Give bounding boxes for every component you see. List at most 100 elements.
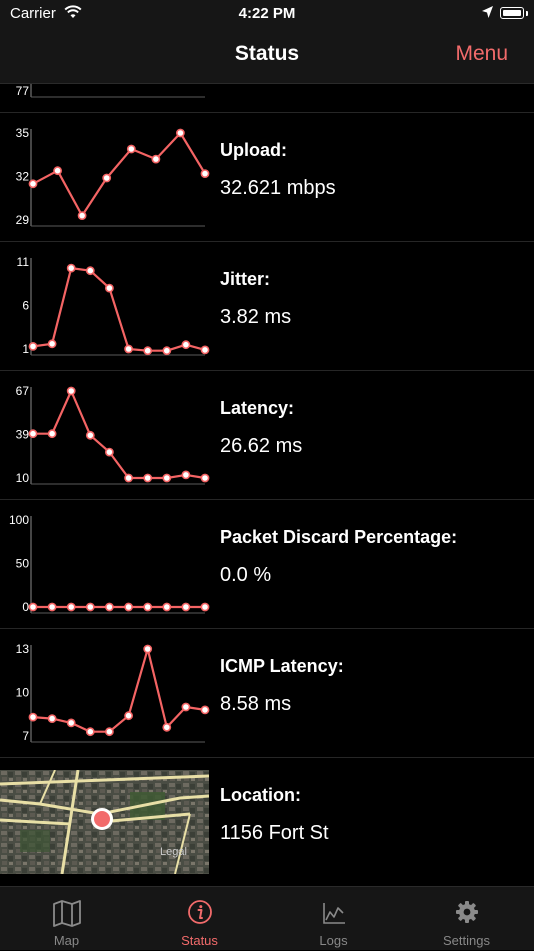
metric-row-icmp-latency: 13 10 7 ICMP Latency: 8.58 ms [0, 628, 534, 757]
data-point [66, 386, 76, 396]
data-point [200, 602, 210, 612]
data-point [28, 179, 38, 189]
y-tick-label: 0 [22, 600, 29, 614]
data-point [124, 344, 134, 354]
status-list[interactable]: 77 35 32 29 Upload: 32.621 mbps 11 6 1 Jitte… [0, 84, 534, 886]
tab-label: Logs [319, 933, 348, 948]
status-bar: Carrier 4:22 PM [0, 0, 534, 28]
icmp-latency-chart: 13 10 7 [16, 642, 210, 743]
data-point [162, 473, 172, 483]
data-point [77, 211, 87, 220]
battery-cap [526, 11, 528, 16]
map-legal-label[interactable]: Legal [160, 846, 187, 858]
partial-metric-chart: 77 [16, 84, 205, 98]
data-point [200, 705, 210, 715]
metric-row-upload: 35 32 29 Upload: 32.621 mbps [0, 112, 534, 241]
y-tick-label: 50 [16, 557, 30, 571]
y-tick-label: 100 [9, 513, 29, 527]
metric-label: Latency: [220, 398, 295, 418]
location-arrow-icon [482, 6, 493, 18]
map-icon [52, 900, 81, 927]
data-point [200, 345, 210, 355]
page-title: Status [234, 42, 300, 65]
y-tick-label: 7 [22, 729, 29, 743]
data-point [181, 470, 191, 480]
info-icon [187, 900, 212, 924]
data-point [126, 144, 136, 154]
data-point [124, 711, 134, 721]
wifi-icon [64, 5, 82, 18]
data-point [143, 346, 153, 356]
packet-discard-chart: 100 50 0 [9, 513, 210, 614]
tab-label: Settings [443, 933, 490, 948]
y-tick-label: 39 [16, 428, 30, 442]
data-point [124, 473, 134, 483]
data-point [66, 263, 76, 273]
navigation-bar: Status Menu [0, 28, 534, 84]
y-tick-label: 67 [16, 384, 30, 398]
location-pin-marker [91, 808, 113, 830]
data-point [47, 602, 57, 612]
jitter-chart: 11 6 1 [17, 255, 210, 356]
data-point [151, 154, 161, 164]
tab-status[interactable]: Status [133, 887, 266, 951]
carrier-label: Carrier [10, 5, 56, 22]
y-tick-label: 32 [16, 170, 30, 184]
data-point [85, 727, 95, 737]
y-tick-label: 10 [16, 471, 30, 485]
series-line [32, 267, 206, 352]
upload-chart: 35 32 29 [16, 126, 210, 227]
data-point [47, 429, 57, 439]
data-point [143, 473, 153, 483]
data-point [53, 166, 62, 176]
satellite-map [0, 770, 209, 874]
metric-label: Packet Discard Percentage: [220, 527, 458, 547]
data-point [105, 727, 114, 737]
metric-value: 26.62 ms [220, 435, 303, 457]
tab-map[interactable]: Map [0, 887, 133, 951]
menu-button[interactable]: Menu [455, 42, 508, 65]
metric-row-packet-discard: 100 50 0 Packet Discard Percentage: 0.0 % [0, 499, 534, 628]
metric-value: 8.58 ms [220, 693, 292, 715]
location-row: Legal Location: 1156 Fort St [0, 757, 534, 886]
data-point [28, 602, 38, 612]
metric-row-jitter: 11 6 1 Jitter: 3.82 ms [0, 241, 534, 370]
data-point [28, 429, 38, 439]
battery-icon [500, 7, 524, 19]
metric-row-latency: 67 39 10 Latency: 26.62 ms [0, 370, 534, 499]
y-tick-label: 1 [22, 342, 29, 356]
metric-value: 32.621 mbps [220, 177, 336, 199]
tab-logs[interactable]: Logs [267, 887, 400, 951]
data-point [175, 128, 185, 138]
series-line [33, 389, 206, 480]
series-line [32, 131, 206, 217]
data-point [181, 602, 191, 612]
y-tick-label: 35 [16, 126, 30, 140]
data-point [105, 602, 114, 612]
data-point [66, 718, 76, 728]
y-tick-label: 6 [22, 299, 29, 313]
y-tick-label: 10 [16, 686, 30, 700]
location-map-thumbnail[interactable]: Legal [0, 770, 209, 874]
latency-chart: 67 39 10 [16, 384, 210, 485]
y-tick-label: 29 [16, 213, 30, 227]
data-point [66, 602, 76, 612]
tab-bar: Map Status Logs [0, 886, 534, 950]
y-tick-label: 13 [16, 642, 30, 656]
data-point [105, 447, 114, 457]
tab-settings[interactable]: Settings [400, 887, 533, 951]
chart-icon [322, 903, 345, 924]
data-point [105, 283, 114, 293]
tab-label: Status [181, 933, 218, 948]
metric-value: 3.82 ms [220, 306, 292, 328]
data-point [181, 702, 191, 712]
metric-label: Upload: [220, 140, 287, 160]
y-tick-label: 77 [16, 84, 30, 98]
gear-icon [455, 901, 478, 923]
data-point [181, 340, 191, 350]
data-point [28, 342, 38, 351]
data-point [28, 712, 38, 722]
data-point [143, 602, 153, 612]
data-point [200, 169, 210, 178]
data-point [85, 430, 95, 440]
